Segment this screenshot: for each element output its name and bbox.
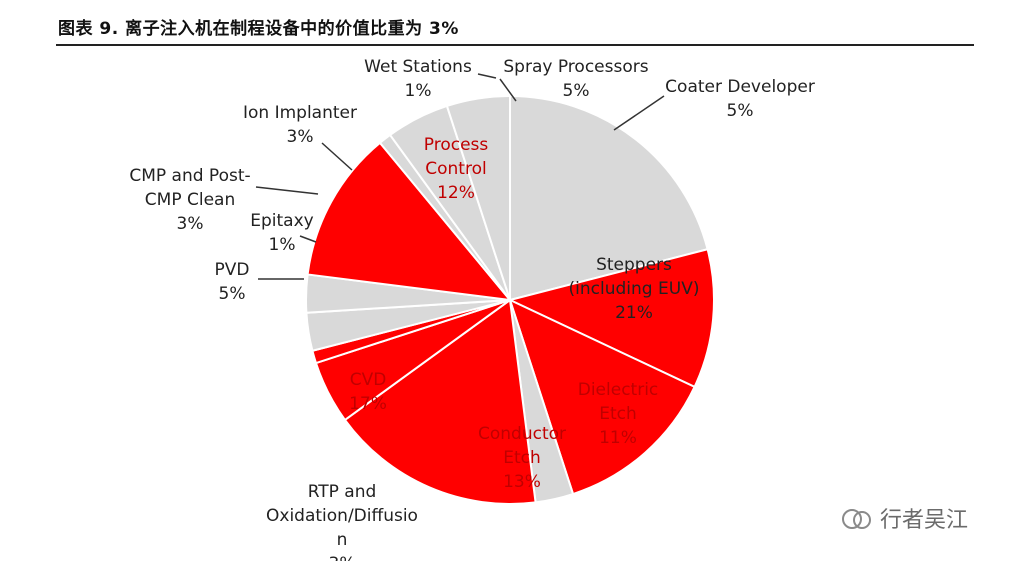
leader-line xyxy=(321,142,353,171)
pie-slice-stepppers xyxy=(509,94,709,302)
slice-labels: Steppers (including EUV) 21% Dielectric Etch… xyxy=(129,57,814,561)
pie-slice-dielectric-etch xyxy=(507,248,715,389)
wechat-icon xyxy=(842,509,871,529)
slice-label: Process Control 12% xyxy=(424,135,489,203)
pie-slice-conductor-etch xyxy=(508,298,696,496)
pie-slice-cvd xyxy=(343,298,537,505)
slice-label: Dielectric Etch 11% xyxy=(578,380,659,448)
leader-lines xyxy=(255,73,665,280)
slice-label: Spray Processors 5% xyxy=(503,57,648,101)
slice-label: Steppers (including EUV) 21% xyxy=(569,255,700,323)
leader-line xyxy=(255,186,319,195)
slice-label: PVD 5% xyxy=(215,260,250,304)
leader-line xyxy=(613,95,665,131)
pie-slice-process-control xyxy=(306,141,513,302)
slice-label: Ion Implanter 3% xyxy=(243,103,357,147)
pie-slice-coater-developer xyxy=(445,94,511,301)
slice-label: Wet Stations 1% xyxy=(364,57,472,101)
slice-label: CMP and Post-CMP Clean 3% xyxy=(129,166,250,234)
figure-title: 图表 9. 离子注入机在制程设备中的价值比重为 3% xyxy=(58,19,459,39)
leader-line xyxy=(477,73,497,79)
slice-label: CVD 17% xyxy=(349,370,387,414)
title-rule xyxy=(56,44,974,46)
leader-line xyxy=(499,78,517,102)
pie-slices xyxy=(305,94,715,505)
watermark: 行者吴江 xyxy=(840,502,968,534)
slice-label: Coater Developer 5% xyxy=(665,77,815,121)
leader-line xyxy=(299,235,317,243)
watermark-text: 行者吴江 xyxy=(880,508,969,533)
slice-label: Epitaxy 1% xyxy=(250,211,313,255)
slice-label: Conductor Etch 13% xyxy=(478,424,566,492)
